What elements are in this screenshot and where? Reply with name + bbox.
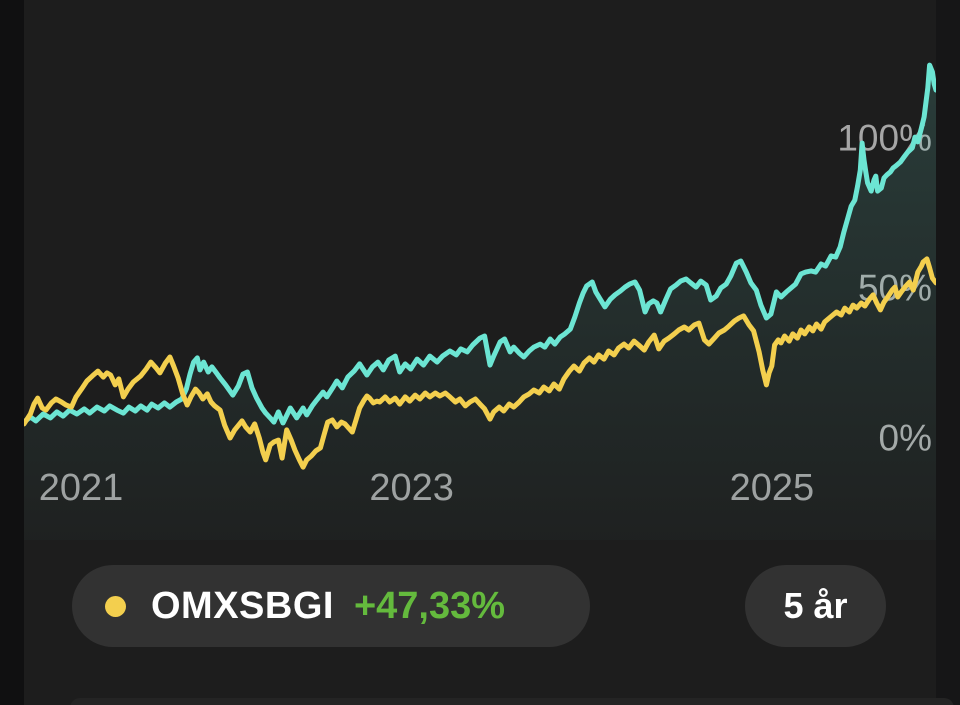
- series-area-stock-development: [24, 65, 936, 540]
- right-gutter: [936, 0, 960, 705]
- period-label: 5 år: [783, 585, 848, 626]
- price-chart[interactable]: 100%50%0%202120232025: [0, 0, 960, 540]
- period-selector-button[interactable]: 5 år: [745, 565, 886, 647]
- index-change: +47,33%: [353, 584, 506, 627]
- index-name: OMXSBGI: [151, 584, 334, 627]
- series-line-omxsbgi: [21, 256, 939, 470]
- left-gutter: [0, 0, 24, 705]
- chart-svg[interactable]: 100%50%0%202120232025: [0, 0, 960, 540]
- index-series-dot: [105, 595, 126, 617]
- comparison-index-badge[interactable]: OMXSBGI +47,33%: [72, 565, 590, 647]
- series-line-stock-development: [21, 62, 939, 426]
- next-card-top-edge: [70, 698, 954, 705]
